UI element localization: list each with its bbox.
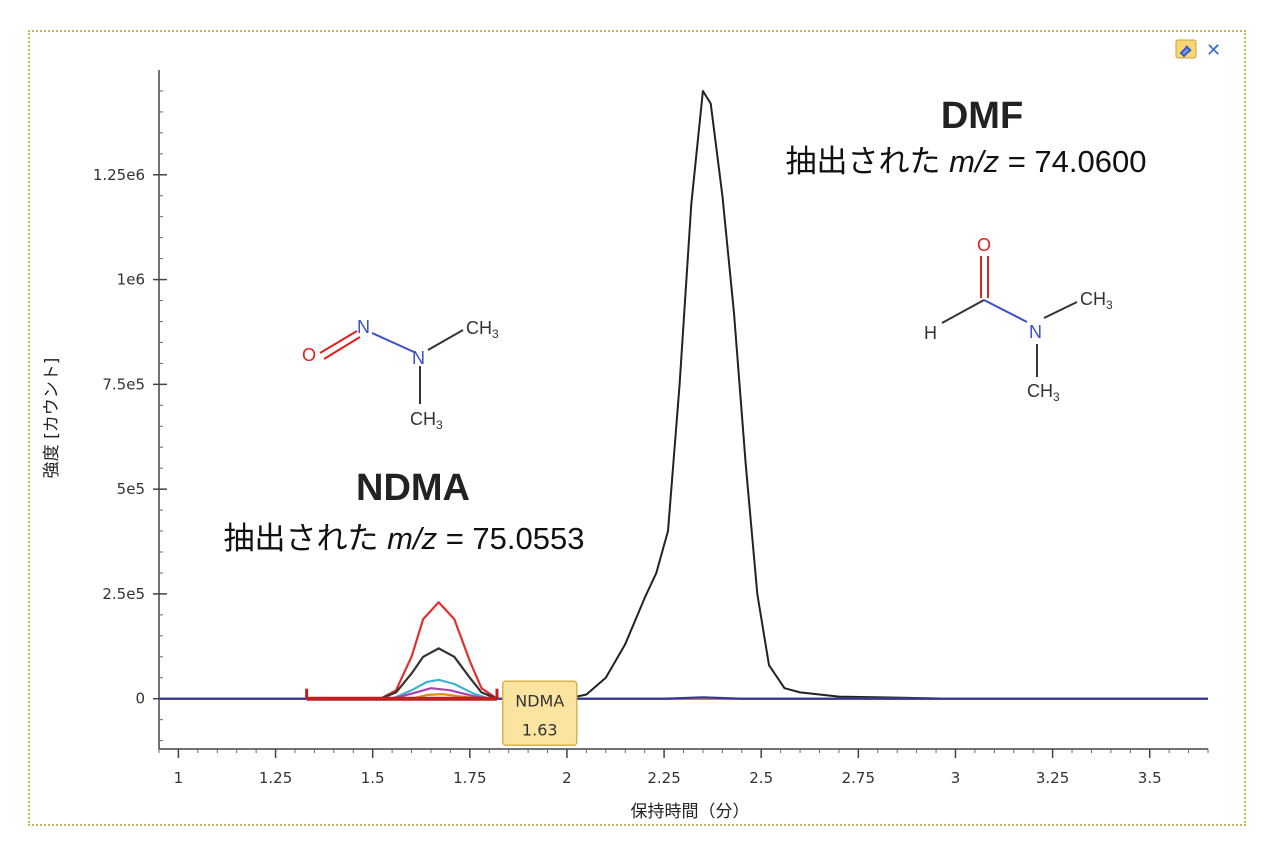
ndma-mz-italic: m/z [387, 521, 437, 556]
dmf-methyl-right: CH [1080, 289, 1106, 309]
integration-range[interactable] [305, 688, 499, 701]
dmf-mz-italic: m/z [949, 144, 999, 179]
ndma-structure: O N N CH3 CH3 [302, 317, 499, 432]
dmf-methyl-down-sub: 3 [1053, 390, 1060, 404]
dmf-nitrogen-atom: N [1029, 322, 1042, 342]
peak-label-name: NDMA [515, 691, 564, 710]
pin-icon [1179, 45, 1192, 58]
ndma-nitrogen-atom-2: N [412, 348, 425, 368]
pin-button[interactable] [1175, 39, 1197, 59]
y-axis-ticks: 0 2.5e5 5e5 7.5e5 1e6 1.25e6 [93, 166, 167, 708]
dmf-methyl-right-sub: 3 [1106, 298, 1113, 312]
y-tick-label: 1.25e6 [93, 166, 145, 184]
dmf-mz-value: = 74.0600 [999, 144, 1146, 179]
x-tick-label: 3.25 [1036, 769, 1069, 787]
ndma-mz-prefix: 抽出された [224, 521, 388, 556]
dmf-mz-prefix: 抽出された [786, 144, 950, 179]
x-tick-label: 1.25 [259, 769, 292, 787]
ndma-nitrogen-atom-1: N [357, 317, 370, 337]
peak-label-tag[interactable]: NDMA 1.63 [501, 680, 578, 747]
y-tick-label: 2.5e5 [102, 585, 145, 603]
x-tick-label: 2.25 [647, 769, 680, 787]
x-tick-label: 1 [174, 769, 184, 787]
x-tick-label: 2 [562, 769, 572, 787]
ndma-methyl-right-sub: 3 [492, 327, 499, 341]
dmf-hydrogen-atom: H [924, 323, 937, 343]
y-tick-label: 1e6 [117, 271, 145, 289]
series-line-4 [159, 678, 1208, 700]
x-tick-label: 1.75 [453, 769, 486, 787]
ndma-oxygen-atom: O [302, 345, 316, 365]
peak-label-rt: 1.63 [522, 720, 558, 739]
y-tick-label: 7.5e5 [102, 375, 145, 393]
close-icon[interactable]: ✕ [1206, 40, 1221, 61]
ndma-methyl-right: CH [466, 318, 492, 338]
series-line-1 [159, 90, 1208, 700]
ndma-mz-label: 抽出された m/z = 75.0553 [224, 521, 585, 556]
ndma-methyl-down: CH [410, 409, 436, 429]
x-axis-label: 保持時間（分） [631, 802, 750, 822]
dmf-structure: O H N CH3 CH3 [924, 235, 1113, 404]
ndma-name-label: NDMA [356, 467, 470, 509]
svg-text:CH3: CH3 [1080, 289, 1113, 312]
x-tick-label: 2.75 [842, 769, 875, 787]
svg-text:CH3: CH3 [1027, 381, 1060, 404]
x-tick-label: 2.5 [749, 769, 773, 787]
y-axis-label: 強度 [カウント] [42, 358, 62, 479]
ndma-methyl-down-sub: 3 [436, 418, 443, 432]
dmf-methyl-down: CH [1027, 381, 1053, 401]
series-line-3 [159, 647, 1208, 700]
svg-text:CH3: CH3 [410, 409, 443, 432]
axes [158, 70, 1209, 753]
chart-panel [28, 30, 1246, 826]
ndma-mz-value: = 75.0553 [437, 521, 584, 556]
x-axis-ticks: 1 1.25 1.5 1.75 2 2.25 2.5 2.75 3 3.25 3.5 [174, 749, 1162, 787]
dmf-name-label: DMF [941, 95, 1023, 137]
x-tick-label: 3.5 [1138, 769, 1162, 787]
y-tick-label: 5e5 [117, 480, 145, 498]
x-tick-label: 1.5 [361, 769, 385, 787]
dmf-oxygen-atom: O [977, 235, 991, 255]
x-tick-label: 3 [951, 769, 961, 787]
y-tick-label: 0 [135, 690, 145, 708]
svg-text:CH3: CH3 [466, 318, 499, 341]
dmf-mz-label: 抽出された m/z = 74.0600 [786, 144, 1147, 179]
series-line-2 [159, 601, 1208, 700]
